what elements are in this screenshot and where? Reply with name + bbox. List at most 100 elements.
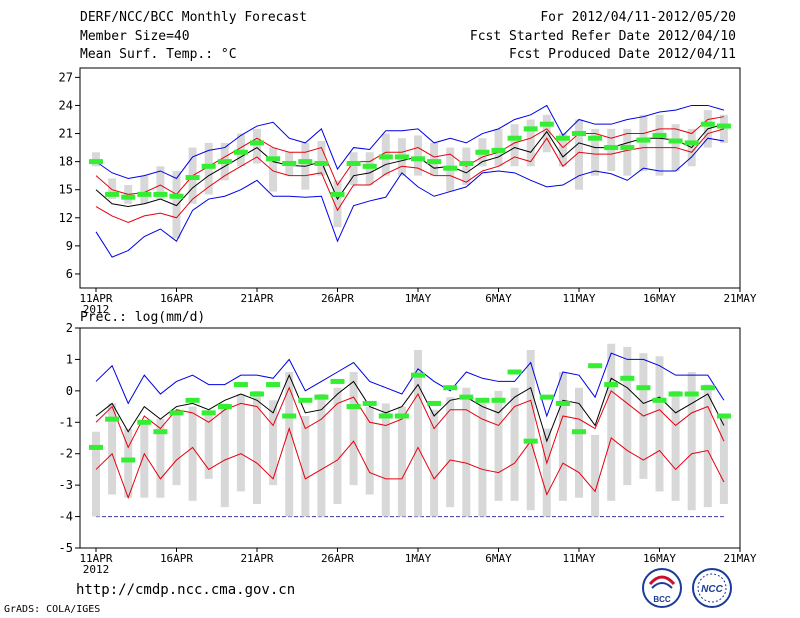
obs-marker	[137, 191, 152, 197]
obs-marker	[378, 413, 393, 419]
obs-marker	[427, 159, 442, 165]
y-tick-label: -3	[59, 478, 73, 492]
y-tick-label: -5	[59, 541, 73, 555]
obs-marker	[555, 400, 570, 406]
obs-marker	[604, 382, 619, 388]
obs-marker	[169, 193, 184, 199]
obs-range-bar	[558, 372, 567, 501]
obs-range-bar	[591, 434, 600, 517]
obs-marker	[539, 121, 554, 127]
obs-range-bar	[446, 397, 455, 508]
obs-range-bar	[317, 394, 326, 517]
obs-marker	[411, 156, 425, 162]
obs-marker	[314, 160, 329, 166]
obs-range-bar	[414, 350, 422, 517]
ncc-logo: NCC	[692, 568, 732, 608]
series-max	[95, 104, 725, 180]
obs-marker	[282, 413, 297, 419]
x-tick-year: 2012	[83, 563, 110, 576]
obs-range-bar	[92, 431, 100, 517]
obs-range-bar	[703, 384, 712, 508]
obs-marker	[475, 149, 490, 155]
obs-marker	[652, 397, 667, 403]
obs-marker	[572, 131, 586, 137]
bcc-logo-text: BCC	[653, 595, 671, 604]
obs-range-bar	[623, 128, 632, 176]
precip-axis-label: Prec.: log(mm/d)	[80, 310, 206, 325]
obs-marker	[330, 378, 345, 384]
obs-marker	[636, 385, 651, 391]
obs-marker	[539, 394, 554, 400]
plot-frame	[79, 67, 741, 289]
y-tick-label: 1	[66, 352, 73, 366]
y-tick-label: 24	[59, 98, 73, 112]
series-mean	[95, 373, 725, 443]
obs-range-bar	[526, 119, 535, 167]
obs-range-bar	[397, 406, 406, 517]
obs-marker	[507, 369, 522, 375]
obs-marker	[233, 149, 248, 155]
obs-marker	[378, 154, 393, 160]
obs-marker	[588, 363, 603, 369]
obs-marker	[459, 394, 474, 400]
obs-range-bar	[639, 114, 648, 171]
obs-range-bar	[655, 114, 664, 176]
x-tick-label: 26APR	[321, 292, 354, 305]
x-tick-label: 21MAY	[723, 292, 756, 305]
obs-marker	[121, 194, 136, 200]
y-tick-label: -2	[59, 447, 73, 461]
obs-marker	[121, 457, 136, 463]
obs-range-bar	[108, 403, 117, 495]
obs-marker	[700, 385, 715, 391]
obs-range-bar	[156, 166, 165, 200]
obs-range-bar	[623, 346, 632, 486]
obs-range-bar	[575, 387, 583, 498]
obs-marker	[137, 419, 152, 425]
x-tick-label: 6MAY	[485, 292, 512, 305]
obs-marker	[620, 375, 635, 381]
obs-range-bar	[269, 147, 278, 192]
obs-range-bar	[494, 128, 503, 167]
obs-marker	[604, 145, 619, 151]
series-mean	[95, 123, 725, 208]
y-tick-label: 15	[59, 183, 73, 197]
obs-marker	[282, 160, 297, 166]
obs-marker	[201, 410, 216, 416]
y-tick-label: 21	[59, 127, 73, 141]
obs-range-bar	[269, 400, 278, 486]
grads-credit: GrADS: COLA/IGES	[4, 604, 101, 615]
x-tick-label: 6MAY	[485, 552, 512, 565]
obs-range-bar	[140, 175, 149, 204]
obs-marker	[201, 163, 216, 169]
obs-marker	[89, 444, 103, 450]
obs-range-bar	[108, 178, 117, 200]
obs-marker	[491, 397, 506, 403]
fcst-produced-date: Fcst Produced Date 2012/04/11	[509, 47, 736, 62]
obs-marker	[716, 123, 731, 129]
obs-marker	[89, 159, 103, 165]
obs-marker	[636, 137, 651, 143]
obs-marker	[266, 382, 281, 388]
obs-marker	[588, 135, 603, 141]
x-tick-label: 16MAY	[643, 552, 676, 565]
obs-marker	[668, 391, 683, 397]
x-tick-year: 2012	[83, 303, 110, 316]
y-tick-label: 27	[59, 70, 73, 84]
obs-range-bar	[349, 372, 358, 486]
obs-marker	[716, 413, 731, 419]
obs-range-bar	[317, 141, 326, 176]
obs-range-bar	[333, 180, 342, 228]
obs-range-bar	[687, 372, 696, 511]
y-tick-label: 9	[66, 239, 73, 253]
source-url[interactable]: http://cmdp.ncc.cma.gov.cn	[76, 582, 296, 598]
x-tick-label: 21APR	[240, 552, 273, 565]
obs-range-bar	[607, 343, 616, 501]
obs-range-bar	[510, 124, 519, 167]
obs-marker	[491, 147, 506, 153]
obs-range-bar	[430, 409, 439, 517]
obs-marker	[700, 121, 715, 127]
y-tick-label: -1	[59, 415, 73, 429]
chart-title: DERF/NCC/BCC Monthly Forecast	[80, 10, 307, 25]
obs-marker	[620, 145, 635, 151]
